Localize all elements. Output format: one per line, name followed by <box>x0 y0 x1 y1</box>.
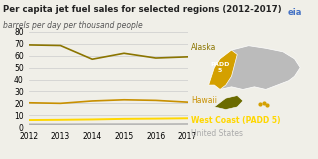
Text: United States: United States <box>191 129 243 138</box>
Text: West Coast (PADD 5): West Coast (PADD 5) <box>191 116 280 125</box>
Text: Hawaii: Hawaii <box>191 96 217 105</box>
Text: Alaska: Alaska <box>191 43 216 52</box>
Polygon shape <box>214 96 243 110</box>
Text: Per capita jet fuel sales for selected regions (2012-2017): Per capita jet fuel sales for selected r… <box>3 5 282 14</box>
Text: PADD
5: PADD 5 <box>211 62 230 73</box>
Polygon shape <box>209 46 300 89</box>
Text: eia: eia <box>288 8 302 17</box>
Text: barrels per day per thousand people: barrels per day per thousand people <box>3 21 143 30</box>
Polygon shape <box>209 50 237 89</box>
